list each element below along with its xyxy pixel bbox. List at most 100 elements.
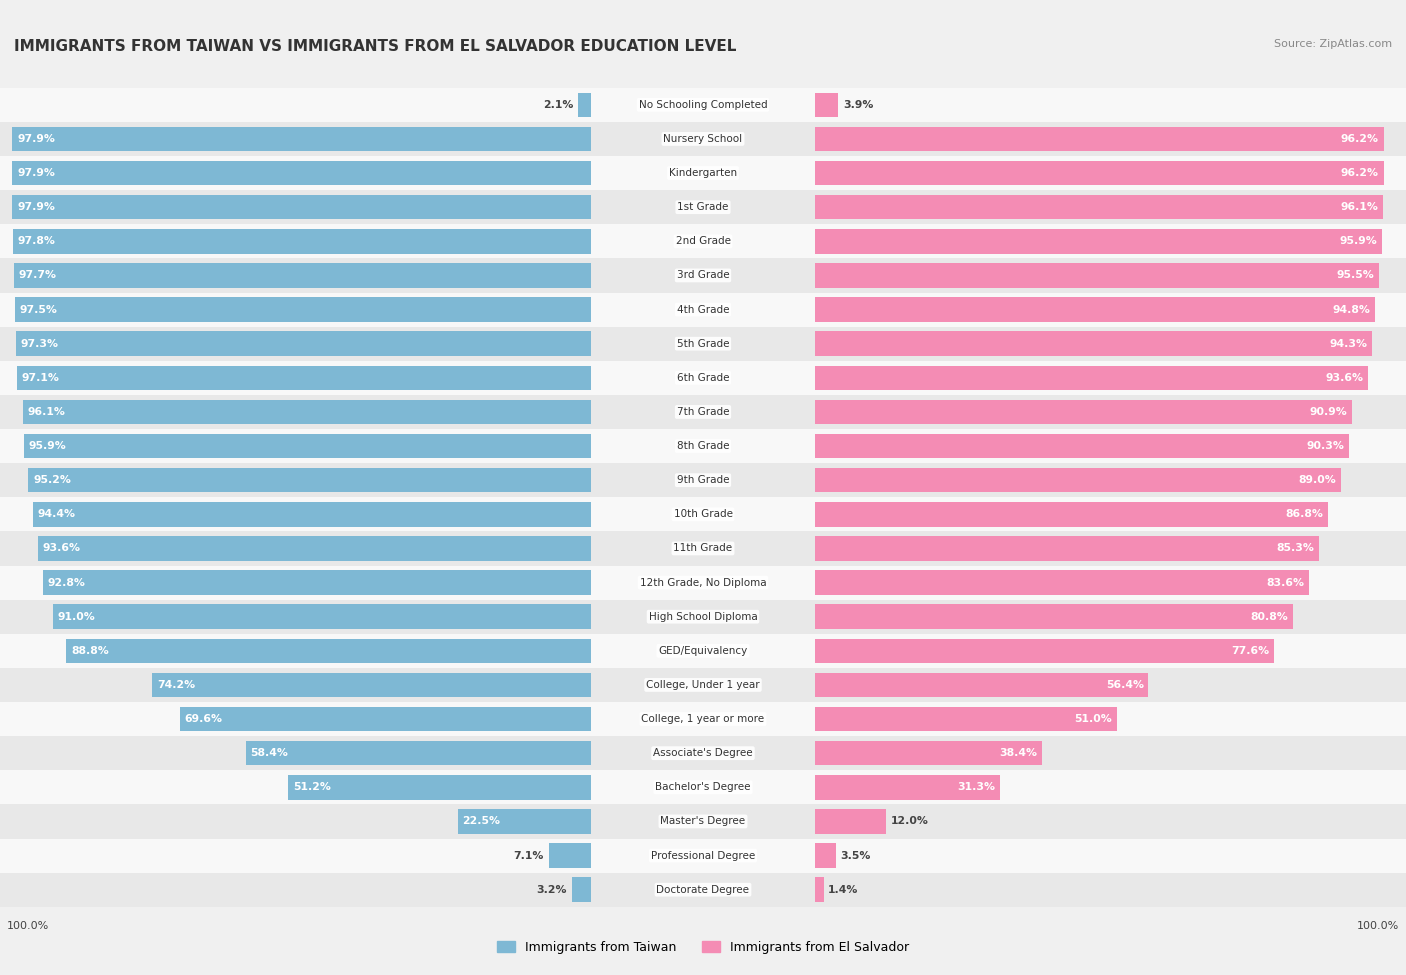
Bar	[815, 195, 1384, 219]
Bar	[0, 804, 1406, 838]
Text: GED/Equivalency: GED/Equivalency	[658, 645, 748, 656]
Bar	[0, 838, 1406, 873]
Text: 4th Grade: 4th Grade	[676, 304, 730, 315]
Bar	[0, 770, 1406, 804]
Bar	[0, 361, 1406, 395]
Bar	[53, 604, 591, 629]
Text: 2.1%: 2.1%	[543, 99, 574, 110]
Bar	[246, 741, 591, 765]
Bar	[0, 292, 1406, 327]
Text: 56.4%: 56.4%	[1105, 680, 1143, 690]
Text: 77.6%: 77.6%	[1230, 645, 1270, 656]
Bar	[815, 161, 1384, 185]
Bar	[0, 190, 1406, 224]
Bar	[0, 292, 1406, 327]
Bar	[458, 809, 591, 834]
Text: 10th Grade: 10th Grade	[673, 509, 733, 520]
Bar	[0, 88, 1406, 122]
Bar	[0, 497, 1406, 531]
Bar	[815, 639, 1274, 663]
Text: 89.0%: 89.0%	[1299, 475, 1336, 486]
Text: Kindergarten: Kindergarten	[669, 168, 737, 178]
Bar	[0, 497, 1406, 531]
Text: Master's Degree: Master's Degree	[661, 816, 745, 827]
Text: 3rd Grade: 3rd Grade	[676, 270, 730, 281]
Bar	[17, 366, 591, 390]
Text: Doctorate Degree: Doctorate Degree	[657, 884, 749, 895]
Bar	[0, 531, 1406, 565]
Text: 93.6%: 93.6%	[1326, 372, 1364, 383]
Bar	[15, 297, 591, 322]
Text: 58.4%: 58.4%	[250, 748, 288, 759]
Text: High School Diploma: High School Diploma	[648, 611, 758, 622]
Bar	[0, 156, 1406, 190]
Text: 96.1%: 96.1%	[28, 407, 66, 417]
Text: 5th Grade: 5th Grade	[676, 338, 730, 349]
Text: Nursery School: Nursery School	[664, 134, 742, 144]
Text: 95.5%: 95.5%	[1337, 270, 1375, 281]
Text: 96.2%: 96.2%	[1341, 134, 1379, 144]
Bar	[815, 673, 1149, 697]
Text: IMMIGRANTS FROM TAIWAN VS IMMIGRANTS FROM EL SALVADOR EDUCATION LEVEL: IMMIGRANTS FROM TAIWAN VS IMMIGRANTS FRO…	[14, 39, 737, 54]
Text: 7.1%: 7.1%	[513, 850, 544, 861]
Text: 92.8%: 92.8%	[48, 577, 86, 588]
Text: 94.4%: 94.4%	[38, 509, 76, 520]
Bar	[13, 195, 591, 219]
Text: 22.5%: 22.5%	[463, 816, 501, 827]
Bar	[288, 775, 591, 799]
Bar	[14, 263, 591, 288]
Bar	[66, 639, 591, 663]
Text: 2nd Grade: 2nd Grade	[675, 236, 731, 247]
Bar	[0, 190, 1406, 224]
Bar	[0, 736, 1406, 770]
Text: 91.0%: 91.0%	[58, 611, 96, 622]
Bar	[815, 434, 1348, 458]
Text: 95.9%: 95.9%	[1340, 236, 1376, 247]
Bar	[28, 468, 591, 492]
Bar	[0, 600, 1406, 634]
Bar	[0, 224, 1406, 258]
Bar	[0, 497, 1406, 531]
Bar	[0, 463, 1406, 497]
Bar	[0, 873, 1406, 907]
Bar	[0, 531, 1406, 565]
Bar	[578, 93, 591, 117]
Text: 97.3%: 97.3%	[21, 338, 59, 349]
Bar	[34, 502, 591, 526]
Text: 8th Grade: 8th Grade	[676, 441, 730, 451]
Bar	[0, 122, 1406, 156]
Bar	[815, 536, 1319, 561]
Bar	[815, 93, 838, 117]
Text: 97.9%: 97.9%	[17, 202, 55, 213]
Bar	[13, 229, 591, 254]
Bar	[0, 224, 1406, 258]
Bar	[0, 361, 1406, 395]
Bar	[0, 395, 1406, 429]
Bar	[15, 332, 591, 356]
Text: 88.8%: 88.8%	[70, 645, 108, 656]
Bar	[815, 127, 1384, 151]
Text: 12.0%: 12.0%	[891, 816, 929, 827]
Text: 1.4%: 1.4%	[828, 884, 859, 895]
Text: 90.9%: 90.9%	[1310, 407, 1347, 417]
Bar	[0, 566, 1406, 600]
Text: 93.6%: 93.6%	[42, 543, 80, 554]
Bar	[815, 468, 1341, 492]
Bar	[815, 263, 1379, 288]
Bar	[0, 804, 1406, 838]
Bar	[152, 673, 591, 697]
Text: 97.9%: 97.9%	[17, 168, 55, 178]
Text: 100.0%: 100.0%	[7, 921, 49, 931]
Bar	[815, 229, 1382, 254]
Text: 51.2%: 51.2%	[292, 782, 330, 793]
Bar	[815, 741, 1042, 765]
Bar	[548, 843, 591, 868]
Text: 51.0%: 51.0%	[1074, 714, 1112, 724]
Text: 3.5%: 3.5%	[841, 850, 872, 861]
Text: 9th Grade: 9th Grade	[676, 475, 730, 486]
Legend: Immigrants from Taiwan, Immigrants from El Salvador: Immigrants from Taiwan, Immigrants from …	[492, 936, 914, 959]
Text: 90.3%: 90.3%	[1306, 441, 1344, 451]
Text: 7th Grade: 7th Grade	[676, 407, 730, 417]
Text: 94.3%: 94.3%	[1330, 338, 1368, 349]
Text: 97.7%: 97.7%	[18, 270, 56, 281]
